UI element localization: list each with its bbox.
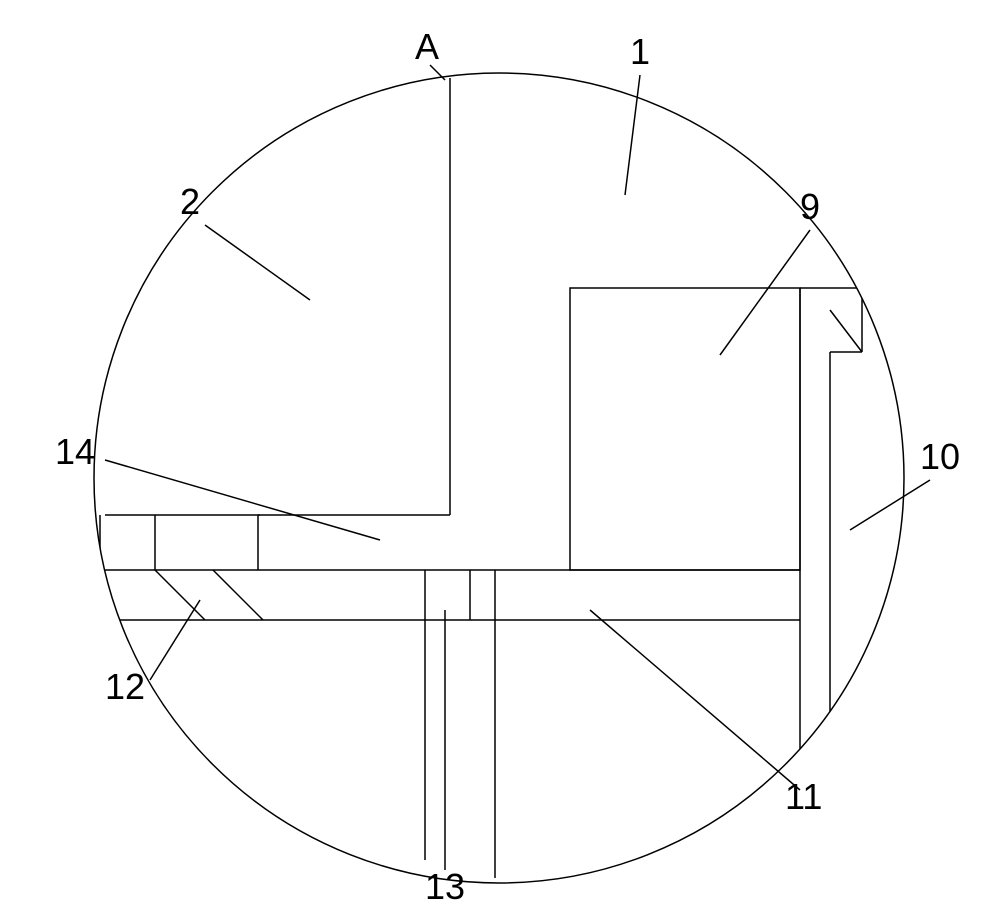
label-9: 9	[800, 186, 820, 227]
leader-line-2	[205, 225, 310, 300]
detail-circle	[94, 73, 904, 883]
leader-line-12	[150, 600, 200, 680]
label-2: 2	[180, 181, 200, 222]
technical-diagram: A1291014121311	[0, 0, 1000, 920]
leader-line-9	[720, 230, 810, 355]
label-12: 12	[105, 666, 145, 707]
leader-line-11	[590, 610, 800, 790]
label-10: 10	[920, 436, 960, 477]
leader-line-1	[625, 75, 640, 195]
label-A: A	[415, 26, 439, 67]
leader-line-14	[105, 460, 380, 540]
diagram-interior	[100, 78, 893, 878]
label-11: 11	[785, 776, 822, 817]
label-1: 1	[630, 31, 650, 72]
label-13: 13	[425, 866, 465, 907]
leader-line-10	[850, 480, 930, 530]
label-14: 14	[55, 431, 95, 472]
